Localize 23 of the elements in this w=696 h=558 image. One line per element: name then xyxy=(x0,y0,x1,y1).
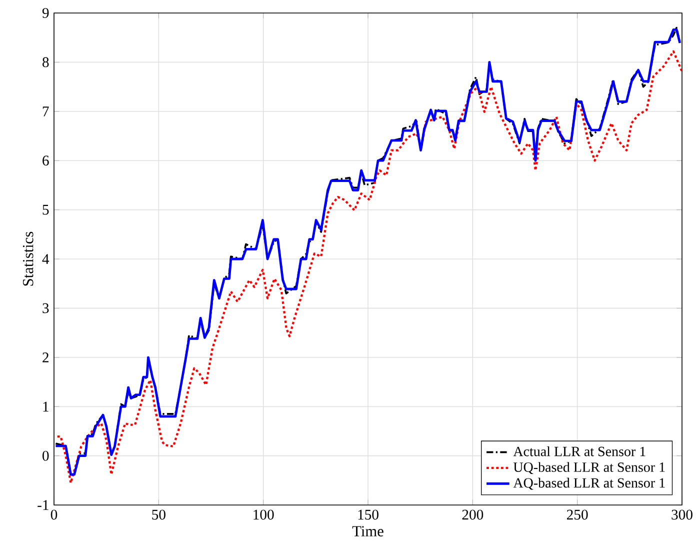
y-tick-label: 4 xyxy=(42,254,50,264)
x-axis-title: Time xyxy=(352,526,384,536)
y-tick-label: 2 xyxy=(42,352,48,362)
y-tick-label: 0 xyxy=(42,450,49,461)
y-tick-label: 9 xyxy=(42,8,49,18)
x-tick-label: 200 xyxy=(462,510,484,520)
y-tick-label: 5 xyxy=(42,204,49,215)
y-tick-label: 8 xyxy=(42,57,49,68)
y-tick-label: 7 xyxy=(42,106,49,116)
x-tick-label: 150 xyxy=(358,510,378,520)
y-axis-title: Statistics xyxy=(22,232,34,286)
x-tick-label: 0 xyxy=(50,510,58,520)
y-tick-label: 6 xyxy=(42,156,49,166)
x-tick-label: 250 xyxy=(566,510,588,520)
y-tick-label: 1 xyxy=(43,402,48,412)
y-tick-label: -1 xyxy=(38,500,48,510)
x-tick-label: 100 xyxy=(254,510,274,520)
y-tick-label: 3 xyxy=(42,303,49,314)
x-tick-label: 300 xyxy=(672,510,692,520)
legend-label: AQ-based LLR at Sensor 1 xyxy=(513,478,665,490)
x-tick-label: 50 xyxy=(152,510,166,520)
legend-label: UQ-based LLR at Sensor 1 xyxy=(513,462,665,474)
legend-label: Actual LLR at Sensor 1 xyxy=(513,446,646,456)
